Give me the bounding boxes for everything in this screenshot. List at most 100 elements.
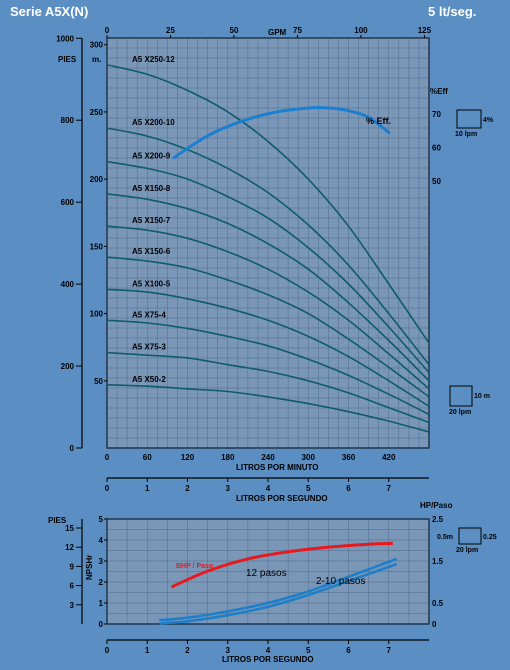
lpm-tick-label: 360 [342, 453, 356, 462]
eff-tick-label: 50 [432, 177, 441, 186]
hp-axis: 0 0.5 1.5 2.5 [432, 515, 444, 629]
lpm-tick-label: 180 [221, 453, 235, 462]
lps-tick-label: 5 [306, 484, 311, 493]
lower-lps-axis: 01234567 [105, 640, 392, 655]
eff-tick-label: 70 [432, 110, 441, 119]
lower-feet-label: PIES [48, 516, 67, 525]
npsh-tick-label: 2 [99, 578, 104, 587]
gpm-axis-label: GPM [268, 28, 287, 37]
lower-feet-tick-label: 9 [70, 562, 75, 571]
lps-tick-label: 2 [185, 484, 190, 493]
hp-tick-label: 0 [432, 620, 437, 629]
feet-axis-label: PIES [58, 55, 77, 64]
lower-feet-tick-label: 15 [65, 524, 74, 533]
feet-tick-label: 200 [61, 362, 75, 371]
npsh-tick-label: 4 [99, 536, 104, 545]
lower-scale-left: 0.5m [437, 534, 453, 541]
gpm-tick-label: 100 [354, 26, 368, 35]
lps-axis-main: 0 1 2 3 4 5 6 7 [105, 478, 392, 493]
lpm-tick-label: 240 [261, 453, 275, 462]
meter-tick-label: 100 [90, 310, 104, 319]
feet-tick-label: 600 [61, 198, 75, 207]
hp-axis-label: HP/Paso [420, 501, 453, 510]
lps-tick-label: 7 [387, 484, 392, 493]
curve-label: A5 X200-9 [132, 152, 171, 161]
hp-tick-label: 1.5 [432, 557, 444, 566]
lower-scale-bottom: 20 lpm [456, 547, 478, 554]
head-scale-right: 10 m [474, 393, 490, 400]
npsh-tick-label: 5 [99, 515, 104, 524]
lps-tick-label: 4 [266, 484, 271, 493]
meter-tick-label: 300 [90, 41, 104, 50]
lpm-axis: 0 60 120 180 240 300 360 420 [105, 453, 396, 462]
hp-tick-label: 2.5 [432, 515, 444, 524]
lower-lps-tick-label: 6 [346, 646, 351, 655]
lps-tick-label: 0 [105, 484, 110, 493]
meters-axis-label: m. [92, 55, 101, 64]
npsh-axis: 0 1 2 3 4 5 [99, 515, 107, 629]
lpm-axis-label: LITROS POR MINUTO [236, 463, 319, 472]
curve-label: A5 X150-6 [132, 247, 171, 256]
lower-lps-tick-label: 1 [145, 646, 150, 655]
efficiency-axis-label: %Eff [430, 87, 448, 96]
meter-tick-label: 150 [90, 242, 104, 251]
series-title: Serie A5X(N) [10, 4, 88, 19]
feet-axis: 02004006008001000 [56, 34, 82, 453]
curve-label: A5 X100-5 [132, 279, 171, 288]
gpm-tick-label: 50 [230, 26, 239, 35]
lower-feet-tick-label: 6 [70, 582, 75, 591]
npsh-tick-label: 1 [99, 599, 104, 608]
feet-tick-label: 400 [61, 280, 75, 289]
eff-tick-label: 60 [432, 144, 441, 153]
lower-lps-tick-label: 7 [387, 646, 392, 655]
curve-label: A5 X150-8 [132, 184, 171, 193]
gpm-tick-label: 0 [105, 26, 110, 35]
lpm-tick-label: 120 [181, 453, 195, 462]
lower-feet-axis: 3 6 9 12 15 [65, 524, 82, 610]
lower-lps-tick-label: 0 [105, 646, 110, 655]
head-scale-box [450, 386, 472, 406]
two-ten-stage-label: 2-10 pasos [316, 576, 365, 587]
lower-lps-tick-label: 2 [185, 646, 190, 655]
curve-label: A5 X150-7 [132, 216, 171, 225]
feet-tick-label: 0 [70, 444, 75, 453]
lps-tick-label: 1 [145, 484, 150, 493]
lower-lps-label: LITROS POR SEGUNDO [222, 655, 314, 664]
lower-scale-right: 0.25 [483, 534, 497, 541]
meter-tick-label: 50 [94, 377, 103, 386]
lpm-tick-label: 0 [105, 453, 110, 462]
head-scale-bottom: 20 lpm [449, 409, 471, 416]
curve-label: A5 X50-2 [132, 375, 166, 384]
lower-feet-tick-label: 12 [65, 543, 74, 552]
npsh-tick-label: 3 [99, 557, 104, 566]
meter-tick-label: 200 [90, 175, 104, 184]
lower-scale-box [459, 528, 481, 544]
twelve-stage-label: 12 pasos [246, 568, 287, 579]
eff-scale-top: 4% [483, 117, 494, 124]
curve-label: A5 X75-4 [132, 310, 166, 319]
npsh-axis-label: NPSHr [85, 555, 94, 580]
efficiency-label: % Eff. [366, 116, 391, 126]
hp-tick-label: 0.5 [432, 599, 444, 608]
eff-scale-bottom: 10 lpm [455, 131, 477, 138]
lower-lps-tick-label: 3 [226, 646, 231, 655]
lpm-tick-label: 60 [143, 453, 152, 462]
lpm-tick-label: 420 [382, 453, 396, 462]
flow-rate-label: 5 lt/seg. [428, 4, 476, 19]
curve-label: A5 X250-12 [132, 55, 175, 64]
curve-label: A5 X200-10 [132, 118, 175, 127]
meters-axis: 50 100 150 200 250 300 [90, 41, 107, 386]
bhp-label: BHP / Paso [176, 563, 213, 570]
gpm-tick-label: 25 [166, 26, 175, 35]
gpm-tick-label: 75 [293, 26, 302, 35]
meter-tick-label: 250 [90, 108, 104, 117]
gpm-tick-label: 125 [418, 26, 432, 35]
lower-feet-tick-label: 3 [70, 601, 75, 610]
eff-scale-box [457, 110, 481, 128]
efficiency-axis: 50 60 70 [432, 110, 441, 186]
curve-label: A5 X75-3 [132, 343, 166, 352]
npsh-tick-label: 0 [99, 620, 104, 629]
lps-tick-label: 6 [346, 484, 351, 493]
